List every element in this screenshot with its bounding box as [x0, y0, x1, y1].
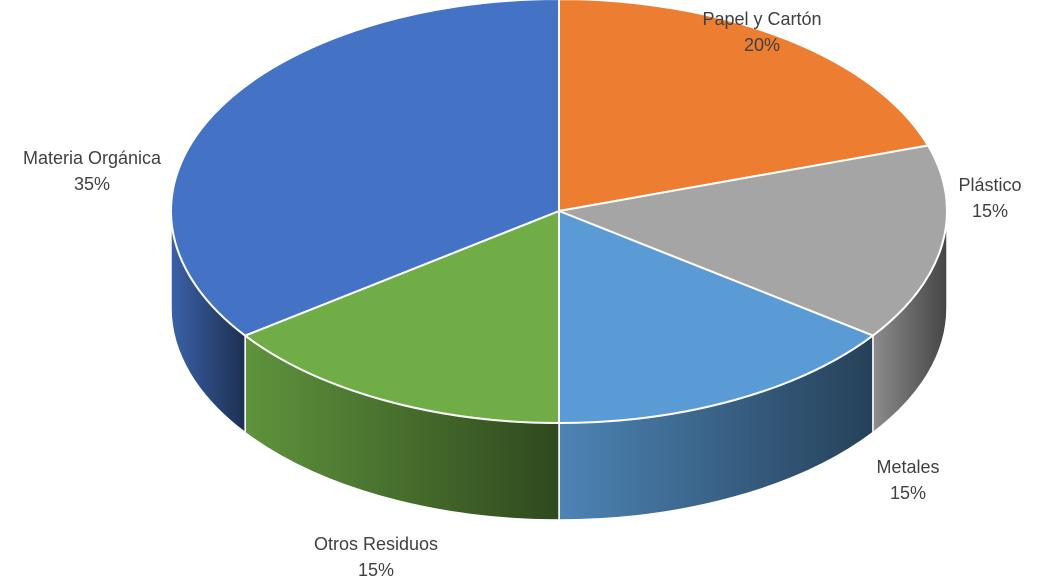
slice-percent-papel-y-carton: 20% — [743, 35, 781, 55]
slice-percent-materia-organica: 35% — [73, 174, 111, 194]
pie-slice-plastico — [558, 144, 948, 337]
pie-slice-otros-residuos — [244, 210, 560, 424]
label-papel-y-carton: Papel y Cartón 20% — [662, 6, 862, 58]
slice-name-otros-residuos: Otros Residuos — [313, 534, 439, 554]
pie-slice-metales — [558, 210, 874, 424]
label-plastico: Plástico 15% — [940, 172, 1040, 224]
slice-name-papel-y-carton: Papel y Cartón — [702, 9, 822, 29]
slice-percent-plastico: 15% — [971, 201, 1009, 221]
slice-name-materia-organica: Materia Orgánica — [22, 148, 162, 168]
pie-slice-papel-y-carton — [558, 0, 930, 212]
pie-slice-materia-organica — [170, 0, 560, 337]
label-otros-residuos: Otros Residuos 15% — [276, 531, 476, 582]
slice-percent-otros-residuos: 15% — [357, 560, 395, 580]
slice-name-plastico: Plástico — [958, 175, 1022, 195]
label-metales: Metales 15% — [848, 454, 968, 506]
slice-percent-metales: 15% — [889, 483, 927, 503]
slice-name-metales: Metales — [876, 457, 940, 477]
label-materia-organica: Materia Orgánica 35% — [0, 145, 192, 197]
